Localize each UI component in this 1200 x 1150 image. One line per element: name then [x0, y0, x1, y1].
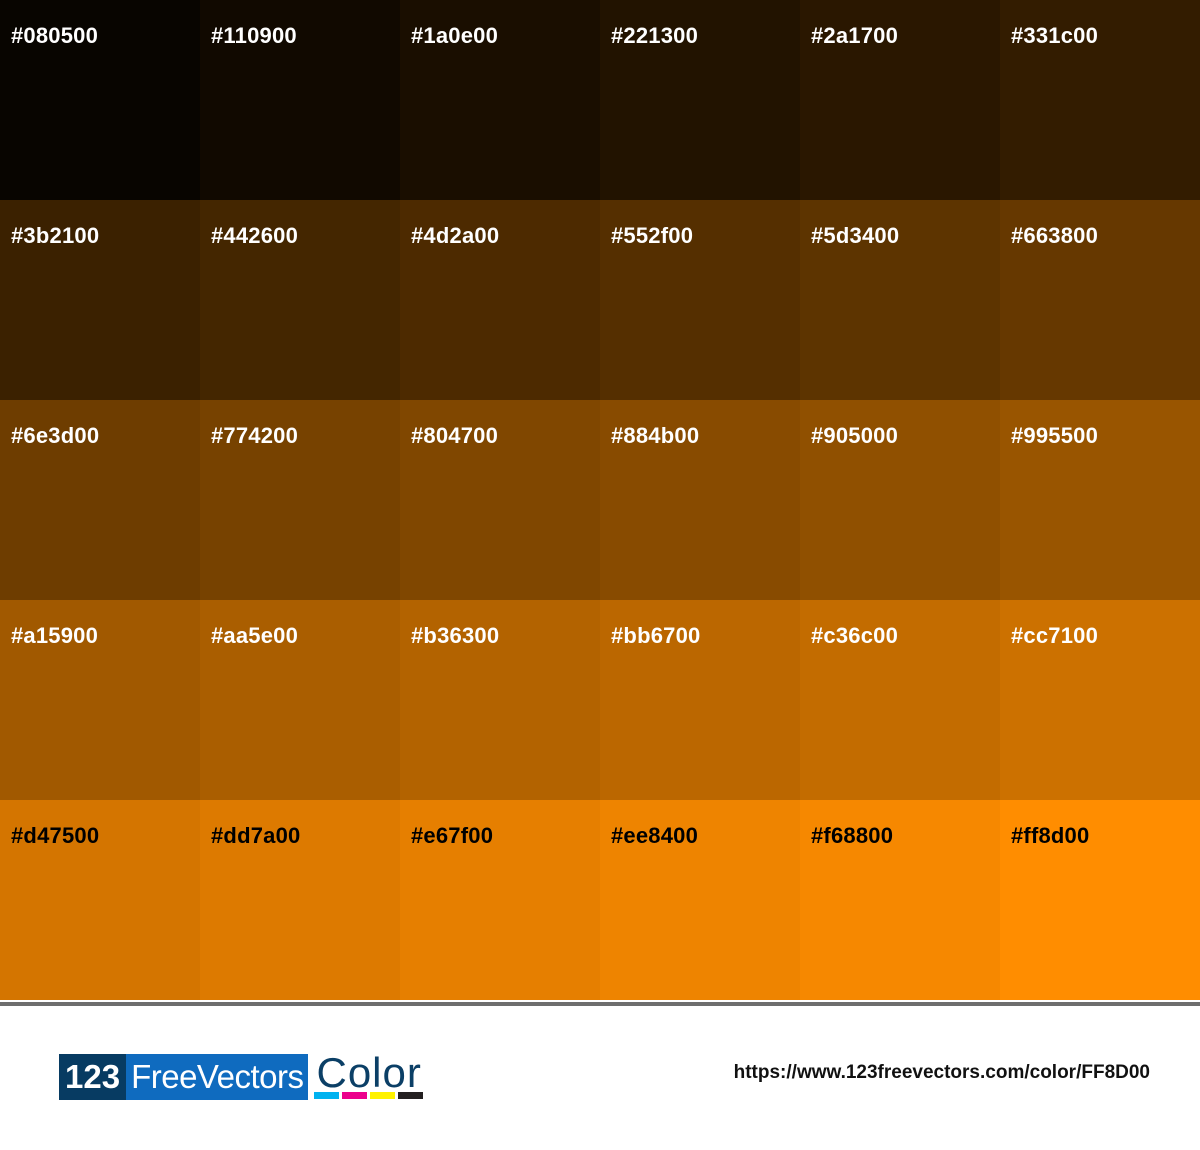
color-swatch: #f68800 — [800, 800, 1000, 1000]
swatch-hex-label: #905000 — [811, 423, 899, 448]
color-swatch: #cc7100 — [1000, 600, 1200, 800]
swatch-hex-label: #e67f00 — [411, 823, 494, 848]
color-swatch: #aa5e00 — [200, 600, 400, 800]
color-swatch: #884b00 — [600, 400, 800, 600]
swatch-hex-label: #774200 — [211, 423, 299, 448]
color-swatch: #4d2a00 — [400, 200, 600, 400]
color-swatch: #ff8d00 — [1000, 800, 1200, 1000]
color-swatch: #e67f00 — [400, 800, 600, 1000]
color-swatch: #ee8400 — [600, 800, 800, 1000]
page-url[interactable]: https://www.123freevectors.com/color/FF8… — [733, 1062, 1150, 1083]
swatch-hex-label: #ff8d00 — [1011, 823, 1090, 848]
swatch-hex-label: #cc7100 — [1011, 623, 1099, 648]
swatch-hex-label: #6e3d00 — [11, 423, 100, 448]
logo-freevectors: FreeVectors — [126, 1054, 309, 1100]
color-swatch: #bb6700 — [600, 600, 800, 800]
swatch-hex-label: #a15900 — [11, 623, 99, 648]
swatch-hex-label: #331c00 — [1011, 23, 1099, 48]
divider-gray — [0, 1002, 1200, 1006]
swatch-hex-label: #3b2100 — [11, 223, 100, 248]
swatch-hex-label: #f68800 — [811, 823, 894, 848]
color-swatch: #442600 — [200, 200, 400, 400]
logo-number: 123 — [59, 1054, 127, 1100]
swatch-hex-label: #d47500 — [11, 823, 100, 848]
swatch-hex-label: #110900 — [211, 23, 297, 48]
site-logo[interactable]: 123 FreeVectors Color — [59, 1049, 424, 1100]
logo-color-bar — [370, 1092, 396, 1099]
swatch-hex-label: #aa5e00 — [211, 623, 299, 648]
swatch-hex-label: #1a0e00 — [411, 23, 499, 48]
color-swatch: #995500 — [1000, 400, 1200, 600]
color-swatch: #080500 — [0, 0, 200, 200]
logo-color: Color — [314, 1049, 424, 1100]
swatch-hex-label: #221300 — [611, 23, 699, 48]
color-swatch: #d47500 — [0, 800, 200, 1000]
color-swatch: #774200 — [200, 400, 400, 600]
swatch-hex-label: #884b00 — [611, 423, 700, 448]
color-swatch: #221300 — [600, 0, 800, 200]
swatch-hex-label: #bb6700 — [611, 623, 701, 648]
color-swatch: #a15900 — [0, 600, 200, 800]
color-swatch: #dd7a00 — [200, 800, 400, 1000]
logo-color-text: Color — [316, 1049, 422, 1096]
color-swatch: #6e3d00 — [0, 400, 200, 600]
color-swatch: #3b2100 — [0, 200, 200, 400]
color-swatch: #c36c00 — [800, 600, 1000, 800]
swatch-hex-label: #804700 — [411, 423, 499, 448]
color-swatch: #110900 — [200, 0, 400, 200]
swatch-hex-label: #5d3400 — [811, 223, 900, 248]
color-swatch: #331c00 — [1000, 0, 1200, 200]
logo-cmyk-bars — [314, 1092, 424, 1099]
color-swatch: #804700 — [400, 400, 600, 600]
swatch-hex-label: #442600 — [211, 223, 299, 248]
logo-color-bar — [314, 1092, 340, 1099]
swatch-hex-label: #995500 — [1011, 423, 1099, 448]
color-swatch: #b36300 — [400, 600, 600, 800]
logo-color-bar — [398, 1092, 424, 1099]
swatch-hex-label: #552f00 — [611, 223, 694, 248]
swatch-hex-label: #dd7a00 — [211, 823, 301, 848]
color-swatch: #5d3400 — [800, 200, 1000, 400]
color-swatch: #1a0e00 — [400, 0, 600, 200]
divider-white — [0, 1000, 1200, 1003]
color-swatch: #2a1700 — [800, 0, 1000, 200]
swatch-hex-label: #663800 — [1011, 223, 1099, 248]
swatch-hex-label: #080500 — [11, 23, 99, 48]
swatch-hex-label: #b36300 — [411, 623, 500, 648]
color-swatch-grid: #080500 #110900 #1a0e00 #221300 #2a1700 #331c… — [0, 0, 1200, 1000]
color-swatch: #552f00 — [600, 200, 800, 400]
color-swatch: #905000 — [800, 400, 1000, 600]
logo-color-bar — [342, 1092, 368, 1099]
swatch-hex-label: #2a1700 — [811, 23, 899, 48]
swatch-hex-label: #4d2a00 — [411, 223, 500, 248]
swatch-hex-label: #c36c00 — [811, 623, 899, 648]
swatch-hex-label: #ee8400 — [611, 823, 699, 848]
color-swatch: #663800 — [1000, 200, 1200, 400]
